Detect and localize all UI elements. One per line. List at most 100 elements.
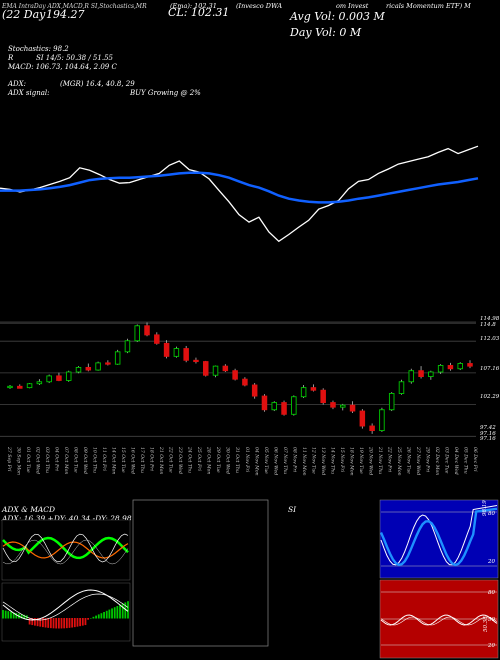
macd-bar (124, 602, 127, 619)
candle (300, 387, 307, 398)
macd-text: MACD: 106.73, 104.64, 2.09 C (8, 63, 117, 71)
candle (36, 381, 43, 385)
header-bg-text: EMA IntraDay ADX,MACD,R SI,Stochastics,M… (2, 3, 147, 10)
date-label: 04 Nov Mon (253, 447, 259, 476)
macd-bar (84, 618, 87, 626)
date-label: 01 Oct Tue (25, 447, 31, 473)
macd-bar (65, 618, 68, 629)
date-label: 03 Oct Thu (44, 447, 50, 473)
date-label: 11 Nov Mon (301, 447, 307, 476)
macd-bar (4, 610, 7, 619)
stoch-level-80: 80 (488, 511, 495, 517)
macd-bar (127, 601, 129, 619)
intraday-title: Intra Day Trading Price & MR (138, 505, 254, 514)
rsi-level-20: 20 (487, 643, 495, 649)
candle (193, 359, 199, 363)
date-label: 06 Dec Fri (472, 447, 478, 472)
date-label: 27 Sep Fri (6, 446, 12, 472)
date-label: 25 Oct Fri (196, 446, 202, 471)
candle (291, 396, 297, 415)
macd-bar (119, 604, 121, 619)
date-label: 22 Nov Fri (386, 446, 392, 473)
date-label: 30 Sep Mon (16, 447, 22, 475)
date-label: 19 Nov Tue (358, 447, 364, 474)
adx-line (2, 533, 129, 563)
close-label: CL: 102.31 (168, 6, 230, 19)
macd-bar (41, 618, 44, 628)
candle (330, 402, 336, 408)
date-label: 02 Oct Wed (35, 447, 41, 474)
date-label: 07 Nov Thu (282, 447, 288, 474)
macd-bar (92, 616, 95, 619)
macd-bar (60, 618, 63, 629)
macd-bar (36, 618, 39, 627)
minus-di-line (2, 541, 129, 559)
stoch-d-line (379, 507, 498, 567)
rsi-panel (379, 579, 499, 659)
candle (17, 385, 23, 389)
macd-bar (111, 608, 113, 619)
price-chart: 114.98114.8112.03107.16102.2997.4297.169… (0, 145, 500, 476)
date-label: 01 Nov Fri (244, 447, 250, 473)
price-axis-label: 107.16 (480, 366, 500, 372)
stoch-value-label: 98.19 (482, 500, 488, 516)
candle (7, 385, 13, 389)
macd-bar (81, 618, 84, 626)
ema-line (0, 171, 479, 204)
day-value: 194.27 (46, 8, 85, 21)
macd-bar (71, 618, 74, 628)
candle (261, 395, 268, 411)
date-label: 07 Oct Mon (63, 447, 69, 474)
date-label: 13 Nov Wed (320, 447, 326, 475)
macd-bar (100, 613, 103, 619)
price-axis-label: 97.16 (480, 431, 496, 437)
title-fragment-3: om Invest (336, 2, 369, 10)
candle (85, 366, 92, 371)
candle (379, 409, 385, 432)
date-label: 03 Dec Tue (443, 447, 449, 474)
date-label: 27 Nov Wed (415, 446, 421, 475)
date-label: 04 Oct Fri (54, 447, 60, 471)
date-label: 05 Nov Tue (263, 447, 269, 474)
candle (154, 334, 160, 344)
date-label: 08 Nov Fri (291, 447, 297, 473)
candle (26, 383, 33, 389)
candle (124, 340, 131, 353)
title-fragment-2: ricals Momentum ETF) M (386, 2, 471, 10)
date-label: 18 Oct Fri (149, 447, 155, 471)
buy-signal-text: BUY Growing @ 2% (130, 89, 201, 97)
date-label: 08 Oct Tue (73, 447, 79, 473)
candle (183, 348, 189, 361)
date-label: 15 Oct Tue (120, 447, 126, 473)
candle (232, 370, 238, 380)
macd-bar (113, 607, 116, 619)
candle (369, 425, 375, 432)
macd-bar (79, 618, 82, 627)
date-label: 26 Nov Tue (405, 446, 411, 474)
price-axis-label: 114.8 (480, 322, 496, 328)
date-label: 31 Oct Thu (234, 447, 240, 473)
ema-label: (Ema): 102.31 (170, 2, 217, 10)
date-label: 11 Oct Fri (101, 447, 107, 471)
adx-text: ADX: (8, 80, 27, 88)
macd-bar (20, 614, 23, 619)
stoch-level-20: 20 (487, 559, 495, 565)
macd-bar (68, 618, 71, 628)
candle (388, 393, 395, 411)
title-fragment-1: (Invesco DWA (236, 2, 283, 10)
rsi-value-label: 50.38 (483, 616, 489, 632)
candle (281, 402, 287, 415)
adx-signal-text: ADX signal: (8, 89, 50, 97)
date-label: 16 Oct Wed (130, 447, 136, 474)
date-label: 02 Dec Mon (434, 447, 440, 475)
date-label: 17 Oct Thu (139, 447, 145, 473)
macd-bar (52, 618, 55, 629)
candle (408, 370, 415, 383)
r-text: R (8, 54, 14, 62)
avg-volume: Avg Vol: 0.003 M (290, 10, 385, 23)
candle (222, 365, 229, 372)
macd-bar (121, 603, 124, 619)
price-axis-label: 112.03 (480, 336, 500, 342)
candle (134, 325, 140, 342)
rsi-signal-line (380, 616, 498, 626)
